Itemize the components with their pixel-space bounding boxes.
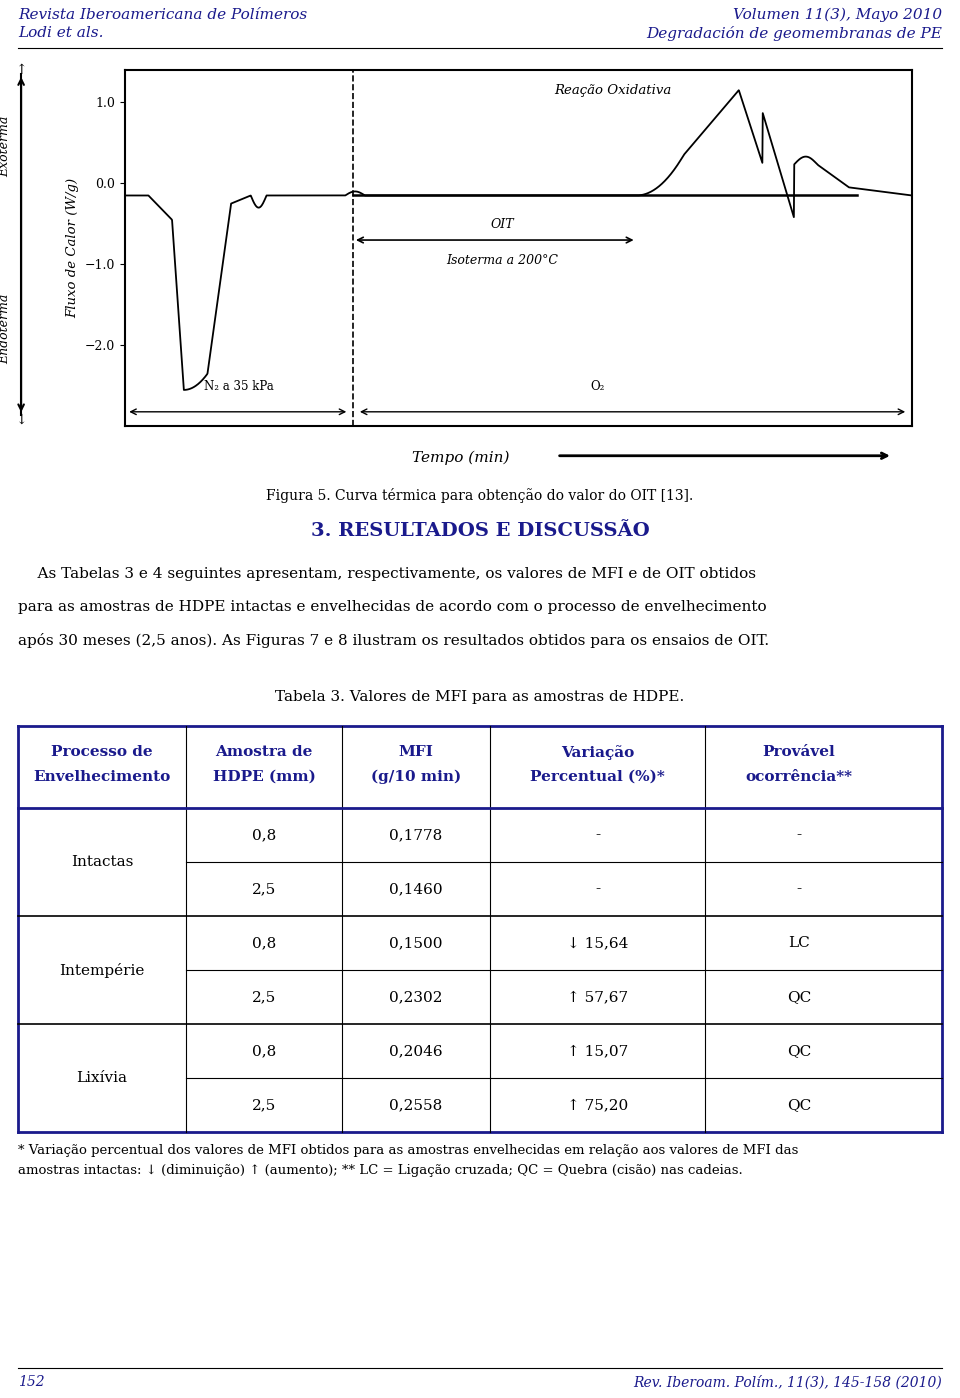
- Text: -: -: [797, 882, 802, 896]
- Text: HDPE (mm): HDPE (mm): [212, 770, 316, 784]
- Text: QC: QC: [787, 1097, 811, 1111]
- Text: 0,2558: 0,2558: [390, 1097, 443, 1111]
- Text: LC: LC: [788, 937, 810, 951]
- Text: 0,2046: 0,2046: [389, 1044, 443, 1058]
- Text: Reação Oxidativa: Reação Oxidativa: [554, 84, 671, 98]
- Text: -: -: [797, 828, 802, 842]
- Text: 2,5: 2,5: [252, 1097, 276, 1111]
- Text: 2,5: 2,5: [252, 882, 276, 896]
- Text: Lixívia: Lixívia: [77, 1071, 128, 1085]
- Text: Intempérie: Intempérie: [60, 962, 145, 977]
- Text: Volumen 11(3), Mayo 2010: Volumen 11(3), Mayo 2010: [732, 8, 942, 22]
- Text: ocorrência**: ocorrência**: [746, 770, 852, 784]
- Y-axis label: Fluxo de Calor (W/g): Fluxo de Calor (W/g): [66, 178, 79, 319]
- Text: MFI: MFI: [398, 745, 433, 759]
- Text: Envelhecimento: Envelhecimento: [34, 770, 171, 784]
- Text: (g/10 min): (g/10 min): [371, 770, 461, 784]
- Text: 0,8: 0,8: [252, 937, 276, 951]
- Text: Exoterma: Exoterma: [0, 116, 12, 178]
- Text: 0,1460: 0,1460: [389, 882, 443, 896]
- Text: 0,2302: 0,2302: [389, 990, 443, 1004]
- Text: 0,1778: 0,1778: [390, 828, 443, 842]
- Text: Tabela 3. Valores de MFI para as amostras de HDPE.: Tabela 3. Valores de MFI para as amostra…: [276, 691, 684, 705]
- Text: * Variação percentual dos valores de MFI obtidos para as amostras envelhecidas e: * Variação percentual dos valores de MFI…: [18, 1144, 799, 1158]
- Text: 0,8: 0,8: [252, 1044, 276, 1058]
- Text: QC: QC: [787, 1044, 811, 1058]
- Text: OIT: OIT: [491, 218, 515, 231]
- Text: Lodi et als.: Lodi et als.: [18, 27, 104, 41]
- Text: -: -: [595, 828, 600, 842]
- Text: Percentual (%)*: Percentual (%)*: [530, 770, 665, 784]
- Text: após 30 meses (2,5 anos). As Figuras 7 e 8 ilustram os resultados obtidos para o: após 30 meses (2,5 anos). As Figuras 7 e…: [18, 633, 769, 649]
- Text: Rev. Iberoam. Polím., 11(3), 145-158 (2010): Rev. Iberoam. Polím., 11(3), 145-158 (20…: [634, 1376, 942, 1390]
- Text: 0,8: 0,8: [252, 828, 276, 842]
- Text: ↓: ↓: [15, 412, 27, 426]
- Text: Isoterma a 200°C: Isoterma a 200°C: [446, 254, 559, 267]
- Text: Variação: Variação: [561, 745, 635, 759]
- Text: 2,5: 2,5: [252, 990, 276, 1004]
- Text: ↑ 75,20: ↑ 75,20: [566, 1097, 628, 1111]
- Text: Degradación de geomembranas de PE: Degradación de geomembranas de PE: [646, 27, 942, 41]
- Text: As Tabelas 3 e 4 seguintes apresentam, respectivamente, os valores de MFI e de O: As Tabelas 3 e 4 seguintes apresentam, r…: [18, 568, 756, 582]
- Text: O₂: O₂: [590, 380, 604, 393]
- Text: ↑ 15,07: ↑ 15,07: [566, 1044, 628, 1058]
- Text: Endoterma: Endoterma: [0, 294, 12, 363]
- Text: Provável: Provável: [762, 745, 835, 759]
- Text: 152: 152: [18, 1376, 44, 1390]
- Text: N₂ a 35 kPa: N₂ a 35 kPa: [204, 380, 274, 393]
- Text: QC: QC: [787, 990, 811, 1004]
- Text: ↑ 57,67: ↑ 57,67: [567, 990, 628, 1004]
- Text: Figura 5. Curva térmica para obtenção do valor do OIT [13].: Figura 5. Curva térmica para obtenção do…: [266, 488, 694, 503]
- Text: 3. RESULTADOS E DISCUSSÃO: 3. RESULTADOS E DISCUSSÃO: [311, 521, 649, 540]
- Text: Processo de: Processo de: [51, 745, 153, 759]
- Text: ↑: ↑: [15, 63, 27, 77]
- Text: Amostra de: Amostra de: [215, 745, 313, 759]
- Text: Revista Iberoamericana de Polímeros: Revista Iberoamericana de Polímeros: [18, 8, 307, 22]
- Text: Tempo (min): Tempo (min): [412, 450, 510, 464]
- Text: amostras intactas: ↓ (diminuição) ↑ (aumento); ** LC = Ligação cruzada; QC = Que: amostras intactas: ↓ (diminuição) ↑ (aum…: [18, 1165, 743, 1177]
- Text: -: -: [595, 882, 600, 896]
- Text: ↓ 15,64: ↓ 15,64: [566, 937, 628, 951]
- Text: 0,1500: 0,1500: [389, 937, 443, 951]
- Text: para as amostras de HDPE intactas e envelhecidas de acordo com o processo de env: para as amostras de HDPE intactas e enve…: [18, 600, 767, 614]
- Text: Intactas: Intactas: [71, 856, 133, 870]
